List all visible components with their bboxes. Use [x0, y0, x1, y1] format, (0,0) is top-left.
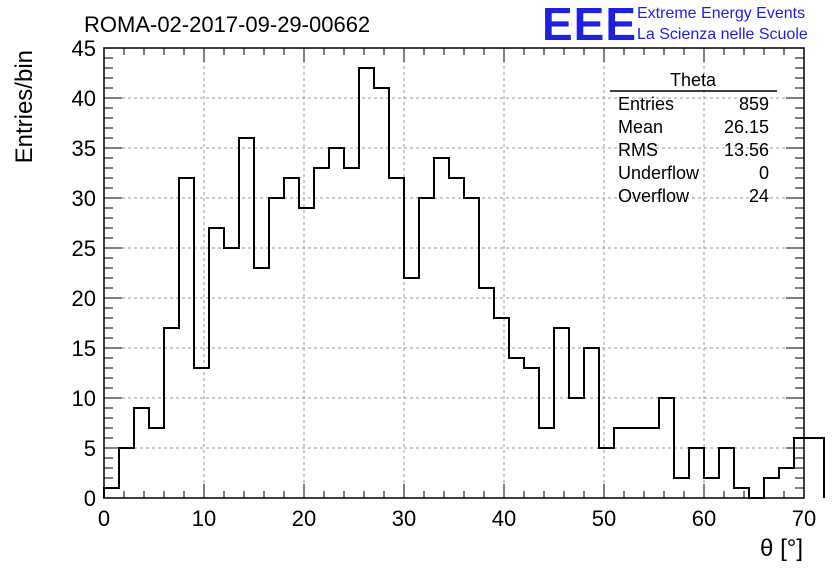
- histogram-series: [103, 67, 825, 499]
- y-tick-label: 15: [72, 336, 96, 361]
- plot-frame: [103, 47, 805, 499]
- y-tick-labels: 0 5 10 15 20 25 30 35 40 45: [72, 36, 96, 511]
- stats-box: Theta Entries 859 Mean 26.15 RMS 13.56 Underfl…: [610, 70, 777, 206]
- chart-title: ROMA-02-2017-09-29-00662: [84, 12, 370, 37]
- axis-ticks: [103, 47, 805, 499]
- y-tick-label: 40: [72, 86, 96, 111]
- eee-logo-line2: La Scienza nelle Scuole: [637, 26, 808, 43]
- eee-logo: EEE Extreme Energy Events La Scienza nel…: [542, 0, 808, 50]
- y-tick-label: 30: [72, 186, 96, 211]
- stats-title: Theta: [670, 70, 717, 90]
- y-tick-label: 35: [72, 136, 96, 161]
- stats-rows: Entries 859 Mean 26.15 RMS 13.56 Underflow 0 Ove…: [618, 94, 769, 206]
- x-tick-label: 10: [192, 506, 216, 531]
- x-tick-label: 20: [292, 506, 316, 531]
- y-axis-title: Entries/bin: [11, 50, 38, 163]
- stats-row-value: 0: [759, 163, 769, 183]
- eee-logo-mark: EEE: [542, 0, 637, 50]
- x-axis-title: θ [°]: [760, 535, 803, 562]
- stats-row-label: Entries: [618, 94, 674, 114]
- stats-row-value: 26.15: [724, 117, 769, 137]
- stats-row-label: RMS: [618, 140, 658, 160]
- x-tick-label: 40: [492, 506, 516, 531]
- grid-lines: [104, 48, 804, 498]
- stats-row-value: 859: [739, 94, 769, 114]
- y-tick-label: 20: [72, 286, 96, 311]
- x-tick-labels: 0 10 20 30 40 50 60 70: [98, 506, 816, 531]
- y-tick-label: 0: [84, 486, 96, 511]
- eee-logo-line1: Extreme Energy Events: [637, 5, 805, 22]
- x-tick-label: 60: [692, 506, 716, 531]
- stats-row-value: 13.56: [724, 140, 769, 160]
- y-tick-label: 5: [84, 436, 96, 461]
- stats-row-label: Underflow: [618, 163, 700, 183]
- stats-row-value: 24: [749, 186, 769, 206]
- x-tick-label: 70: [792, 506, 816, 531]
- y-tick-label: 45: [72, 36, 96, 61]
- x-tick-label: 0: [98, 506, 110, 531]
- stats-row-label: Mean: [618, 117, 663, 137]
- y-tick-label: 10: [72, 386, 96, 411]
- x-tick-label: 50: [592, 506, 616, 531]
- x-tick-label: 30: [392, 506, 416, 531]
- y-tick-label: 25: [72, 236, 96, 261]
- stats-row-label: Overflow: [618, 186, 690, 206]
